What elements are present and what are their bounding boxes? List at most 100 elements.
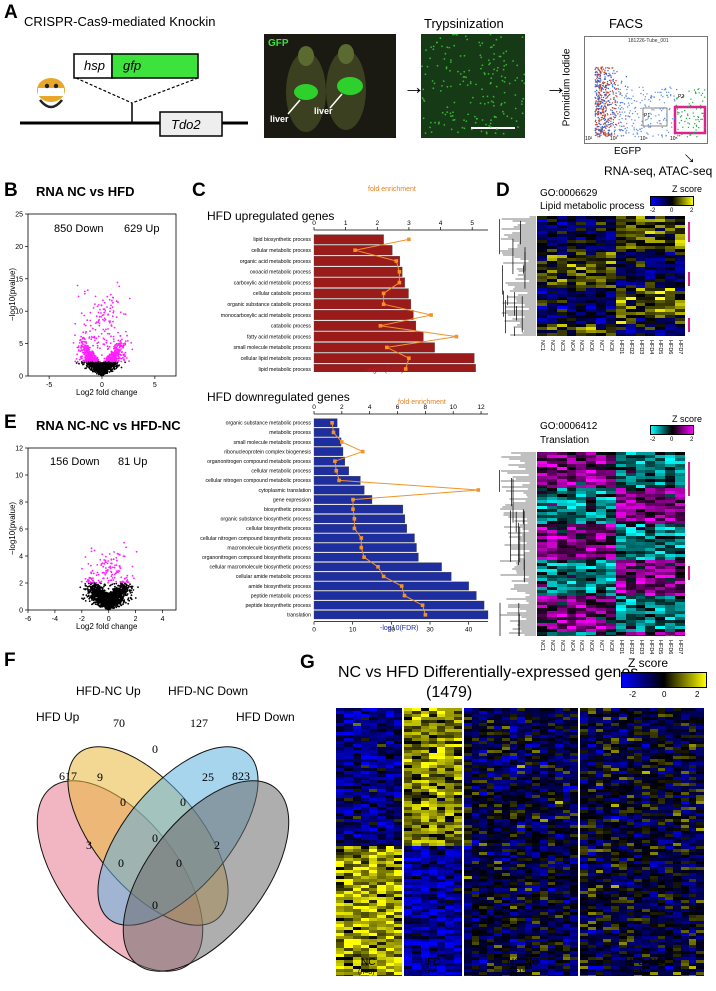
volcano-point <box>97 306 99 308</box>
facs-event <box>606 91 607 92</box>
facs-event <box>620 89 621 90</box>
volcano-point <box>99 323 101 325</box>
facs-event <box>600 124 601 125</box>
facs-event <box>631 103 632 104</box>
facs-event <box>666 120 667 121</box>
facs-event <box>605 67 606 68</box>
volcano-point <box>99 371 101 373</box>
go-term-label: peptide metabolic process <box>251 593 312 599</box>
fold-point <box>376 565 380 569</box>
facs-event <box>638 117 639 118</box>
go-bar <box>314 310 413 320</box>
facs-event <box>607 114 608 115</box>
volcano-point <box>123 594 125 596</box>
volcano-point <box>99 592 101 594</box>
volcano-point <box>92 580 94 582</box>
cell-dot <box>503 52 505 54</box>
volcano-point <box>124 361 126 363</box>
volcano-point <box>80 350 82 352</box>
facs-event <box>648 127 649 128</box>
facs-event <box>669 86 670 87</box>
volcano-b-down-label: 850 Down <box>54 223 104 235</box>
facs-event <box>614 130 615 131</box>
facs-event <box>697 89 698 90</box>
volcano-point <box>94 601 96 603</box>
facs-event <box>597 98 598 99</box>
top-tick-label: 12 <box>477 404 485 411</box>
cell-dot <box>500 56 502 58</box>
volcano-point <box>88 595 90 597</box>
cell-dot <box>493 96 495 98</box>
facs-event <box>651 114 652 115</box>
go-term-label: catabolic process <box>271 324 311 330</box>
cell-dot <box>479 45 481 47</box>
facs-event <box>609 80 610 81</box>
facs-event <box>595 72 596 73</box>
facs-event <box>597 133 598 134</box>
facs-xaxis-label: EGFP <box>614 146 641 157</box>
lipid-marker <box>688 222 690 242</box>
volcano-point <box>112 566 114 568</box>
volcano-point <box>93 573 95 575</box>
facs-event <box>689 118 690 119</box>
facs-event <box>631 90 632 91</box>
go-term-label: lipid metabolic process <box>259 367 312 372</box>
facs-event <box>681 111 682 112</box>
facs-event <box>619 119 620 120</box>
facs-event <box>616 88 617 89</box>
volcano-point <box>107 594 109 596</box>
facs-event <box>642 87 643 88</box>
trans-go-name: Translation <box>540 435 589 446</box>
cell-dot <box>493 105 495 107</box>
volcano-point <box>78 347 80 349</box>
volcano-point <box>109 585 111 587</box>
facs-event <box>604 105 605 106</box>
volcano-point <box>114 574 116 576</box>
facs-event <box>624 111 625 112</box>
volcano-point <box>113 558 115 560</box>
facs-event <box>700 119 701 120</box>
facs-event <box>639 87 640 88</box>
bottom-tick-label: 30 <box>426 627 434 634</box>
facs-event <box>632 113 633 114</box>
facs-event <box>597 113 598 114</box>
facs-event <box>616 96 617 97</box>
volcano-point <box>97 347 99 349</box>
volcano-point <box>117 605 119 607</box>
cell-dot <box>463 76 465 78</box>
volcano-point <box>110 370 112 372</box>
fold-point <box>455 335 459 339</box>
volcano-point <box>115 602 117 604</box>
facs-event <box>611 133 612 134</box>
volcano-point <box>108 580 110 582</box>
facs-event <box>600 131 601 132</box>
facs-event <box>612 90 613 91</box>
y-tick-label: 12 <box>15 446 23 453</box>
facs-event <box>609 94 610 95</box>
volcano-point <box>114 577 116 579</box>
facs-event <box>637 130 638 131</box>
volcano-point <box>91 551 93 553</box>
volcano-point <box>88 351 90 353</box>
facs-event <box>696 108 697 109</box>
facs-event <box>704 127 705 128</box>
volcano-point <box>78 349 80 351</box>
volcano-point <box>99 596 101 598</box>
volcano-point <box>127 599 129 601</box>
volcano-point <box>89 362 91 364</box>
volcano-point <box>121 351 123 353</box>
volcano-point <box>102 604 104 606</box>
facs-event <box>604 71 605 72</box>
volcano-point <box>120 567 122 569</box>
volcano-point <box>131 594 133 596</box>
top-tick-label: 0 <box>312 220 316 227</box>
volcano-point <box>82 598 84 600</box>
facs-event <box>602 66 603 67</box>
cell-dot <box>433 48 435 50</box>
volcano-point <box>106 364 108 366</box>
volcano-point <box>115 360 117 362</box>
volcano-point <box>93 599 95 601</box>
facs-event <box>641 131 642 132</box>
volcano-point <box>126 357 128 359</box>
facs-event <box>627 106 628 107</box>
